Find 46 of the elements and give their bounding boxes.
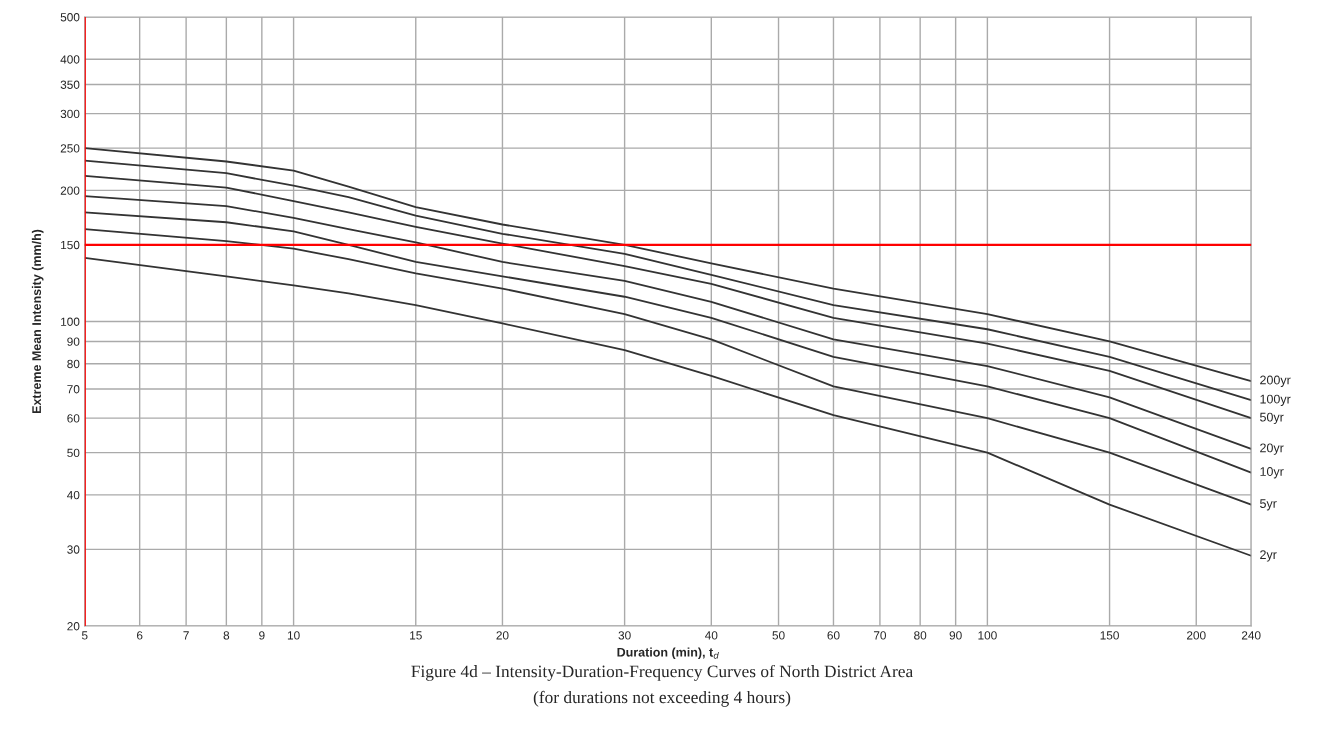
y-tick-label: 60 [67, 414, 80, 423]
y-tick-label: 500 [60, 13, 80, 22]
y-tick-label: 200 [60, 186, 80, 195]
x-tick-label: 40 [705, 631, 718, 640]
x-tick-label: 6 [136, 631, 143, 640]
x-tick-label: 8 [223, 631, 230, 640]
x-tick-label: 10 [287, 631, 300, 640]
y-tick-label: 90 [67, 337, 80, 346]
text: (for durations not exceeding 4 hours) [533, 690, 791, 707]
x-tick-label: 240 [1241, 631, 1261, 640]
x-tick-label: 70 [873, 631, 887, 640]
y-tick-label: 150 [61, 240, 80, 250]
text: Figure 4d – Intensity-Duration-Frequency Curves of North District Area [411, 664, 913, 681]
series-label: 100yr [1260, 394, 1291, 406]
series-label: 2yr [1260, 550, 1277, 562]
x-tick-label: 15 [410, 631, 422, 640]
x-axis-title: Duration (min), t$_{d}$ [617, 647, 719, 660]
y-tick-label: 350 [60, 80, 80, 89]
x-tick-label: 9 [259, 631, 265, 640]
y-tick-label: 40 [67, 490, 80, 500]
x-tick-label: 7 [183, 631, 189, 640]
series-label: 200yr [1260, 375, 1291, 387]
y-tick-label: 50 [67, 448, 80, 458]
x-tick-label: 5 [81, 631, 88, 640]
series-label: 20yr [1260, 443, 1284, 455]
x-tick-label: 50 [772, 631, 785, 640]
series-label: 5yr [1260, 499, 1277, 511]
series-label: 10yr [1260, 467, 1284, 479]
y-tick-label: 80 [67, 359, 80, 369]
y-tick-label: 100 [61, 317, 80, 326]
y-tick-label: 30 [67, 545, 80, 554]
x-tick-label: 80 [914, 631, 927, 640]
y-tick-label: 400 [60, 55, 80, 64]
x-tick-label: 90 [949, 631, 962, 640]
series-label: 50yr [1260, 412, 1284, 425]
x-tick-label: 60 [827, 631, 840, 640]
y-tick-label: 70 [67, 385, 80, 394]
x-tick-label: 100 [978, 631, 997, 640]
y-tick-label: 20 [67, 622, 80, 631]
x-tick-label: 20 [496, 631, 509, 640]
x-tick-label: 30 [618, 631, 631, 640]
y-tick-label: 300 [60, 109, 80, 119]
x-tick-label: 200 [1186, 631, 1206, 640]
y-tick-label: 250 [60, 144, 80, 153]
x-tick-label: 150 [1100, 631, 1119, 640]
y-axis-title: Extreme Mean Intensity (mm/h) [31, 229, 44, 414]
